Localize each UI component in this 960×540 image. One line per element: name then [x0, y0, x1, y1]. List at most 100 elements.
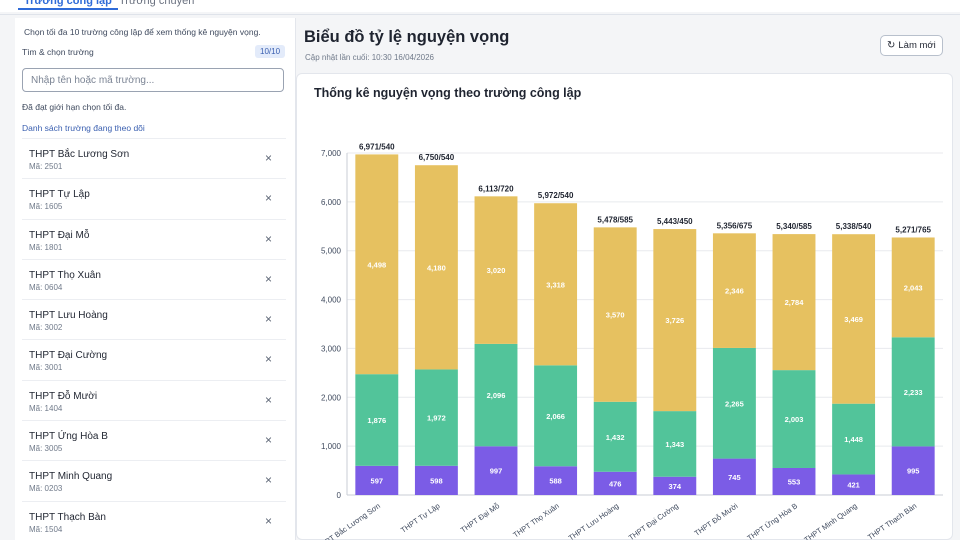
bar-segment — [474, 446, 518, 495]
bar-segment — [653, 229, 697, 412]
limit-message: Đã đạt giới hạn chọn tối đa. — [22, 102, 127, 112]
refresh-icon: ↻ — [887, 40, 896, 51]
data-label: 374 — [669, 482, 682, 491]
bar-total-label: 5,356/675 — [717, 221, 753, 230]
data-label: 553 — [788, 477, 801, 486]
bar-total-label: 5,340/585 — [776, 222, 812, 231]
tracked-school-list: THPT Bắc Lương Sơn Mã: 2501 × THPT Tự Lập M… — [22, 138, 286, 540]
bar-total-label: 5,271/765 — [895, 225, 931, 234]
school-code: Mã: 1605 — [29, 202, 63, 212]
bar-segment — [712, 347, 756, 459]
school-name: THPT Thọ Xuân — [29, 269, 101, 281]
x-tick-label: THPT Đại Mỗ — [459, 501, 501, 534]
bar-total-label: 6,971/540 — [359, 142, 395, 151]
close-icon[interactable]: × — [264, 513, 272, 528]
y-tick-label: 1,000 — [321, 442, 342, 451]
data-label: 1,972 — [427, 414, 446, 423]
school-code: Mã: 0604 — [29, 282, 63, 292]
y-tick-label: 2,000 — [321, 393, 342, 402]
bar-segment — [712, 233, 756, 348]
school-name: THPT Lưu Hoàng — [29, 310, 108, 322]
y-tick-label: 0 — [337, 491, 342, 500]
bar-segment — [414, 165, 458, 370]
data-label: 421 — [847, 481, 860, 490]
school-code: Mã: 1404 — [29, 403, 63, 413]
list-item: THPT Đại Mỗ Mã: 1801 × — [22, 218, 286, 259]
close-icon[interactable]: × — [264, 151, 272, 165]
data-label: 997 — [490, 467, 503, 476]
tracked-list-title: Danh sách trường đang theo dõi — [22, 123, 145, 133]
bar-segment — [593, 227, 637, 402]
y-tick-label: 3,000 — [321, 344, 342, 353]
bar-segment — [772, 467, 816, 495]
sidebar: Chọn tối đa 10 trường công lập để xem th… — [15, 18, 296, 540]
data-label: 745 — [728, 473, 741, 482]
bar-segment — [891, 237, 935, 338]
bar-segment — [355, 154, 399, 375]
refresh-button[interactable]: ↻ Làm mới — [880, 35, 943, 56]
bar-segment — [474, 196, 518, 344]
bar-segment — [832, 474, 876, 495]
data-label: 4,498 — [367, 260, 386, 269]
school-code: Mã: 3002 — [29, 323, 63, 333]
stacked-bar-chart: 0 1,000 2,000 3,000 4,000 5,000 6,000 7,000 597 1… — [315, 142, 943, 540]
bar-segment — [653, 411, 697, 477]
close-icon[interactable]: × — [264, 392, 272, 407]
close-icon[interactable]: × — [264, 352, 272, 367]
list-item: THPT Đỗ Mười Mã: 1404 × — [22, 379, 286, 420]
school-name: THPT Ứng Hòa B — [29, 431, 108, 443]
school-search-input[interactable] — [22, 68, 284, 92]
school-name: THPT Đại Mỗ — [29, 229, 90, 241]
y-tick-label: 5,000 — [321, 247, 342, 256]
data-label: 3,020 — [487, 266, 506, 275]
close-icon[interactable]: × — [264, 271, 272, 286]
close-icon[interactable]: × — [264, 433, 272, 448]
search-label: Tìm & chọn trường — [22, 47, 94, 57]
bar-total-label: 5,443/450 — [657, 217, 693, 226]
chart-card: Thống kê nguyện vọng theo trường công lậ… — [296, 73, 953, 540]
data-label: 597 — [371, 476, 384, 485]
refresh-label: Làm mới — [898, 40, 936, 51]
x-tick-label: THPT Ứng Hòa B — [745, 501, 799, 540]
bar-total-label: 6,113/720 — [478, 184, 514, 193]
data-label: 2,003 — [785, 415, 804, 424]
school-name: THPT Đỗ Mười — [29, 390, 98, 402]
data-label: 3,318 — [546, 280, 565, 289]
close-icon[interactable]: × — [264, 191, 272, 206]
school-code: Mã: 1801 — [29, 242, 63, 252]
list-item: THPT Ứng Hòa B Mã: 3005 × — [22, 420, 286, 460]
bar-segment — [355, 374, 399, 466]
tab-public-schools[interactable]: Trường công lập — [18, 0, 118, 10]
x-tick-label: THPT Thạch Bàn — [866, 501, 918, 540]
data-label: 4,180 — [427, 263, 446, 272]
bar-total-label: 5,972/540 — [538, 191, 574, 200]
sidebar-hint: Chọn tối đa 10 trường công lập để xem th… — [24, 27, 261, 37]
data-label: 1,343 — [665, 440, 684, 449]
list-item: THPT Tự Lập Mã: 1605 × — [22, 178, 286, 218]
bar-segment — [534, 203, 578, 366]
bar-total-label: 6,750/540 — [419, 153, 455, 162]
x-tick-label: THPT Lưu Hoàng — [567, 501, 621, 540]
data-label: 995 — [907, 467, 920, 476]
selected-count-badge: 10/10 — [255, 45, 286, 58]
bar-segment — [653, 476, 697, 495]
x-tick-label: THPT Minh Quang — [802, 501, 858, 540]
school-name: THPT Minh Quang — [29, 471, 113, 483]
tab-specialized-schools[interactable]: Trường chuyên — [119, 0, 195, 7]
data-label: 2,043 — [904, 283, 923, 292]
school-code: Mã: 2501 — [29, 162, 63, 171]
school-code: Mã: 3005 — [29, 444, 63, 454]
bar-total-label: 5,338/540 — [836, 222, 872, 231]
close-icon[interactable]: × — [264, 312, 272, 327]
bar-segment — [772, 370, 816, 468]
bar-segment — [593, 401, 637, 472]
close-icon[interactable]: × — [264, 473, 272, 488]
data-label: 3,469 — [844, 315, 863, 324]
data-label: 1,432 — [606, 433, 625, 442]
last-updated: Cập nhật lần cuối: 10:30 16/04/2026 — [305, 53, 434, 62]
bar-segment — [534, 365, 578, 467]
bar-segment — [772, 234, 816, 371]
bar-segment — [712, 458, 756, 495]
bar-segment — [593, 471, 637, 495]
close-icon[interactable]: × — [264, 231, 272, 246]
